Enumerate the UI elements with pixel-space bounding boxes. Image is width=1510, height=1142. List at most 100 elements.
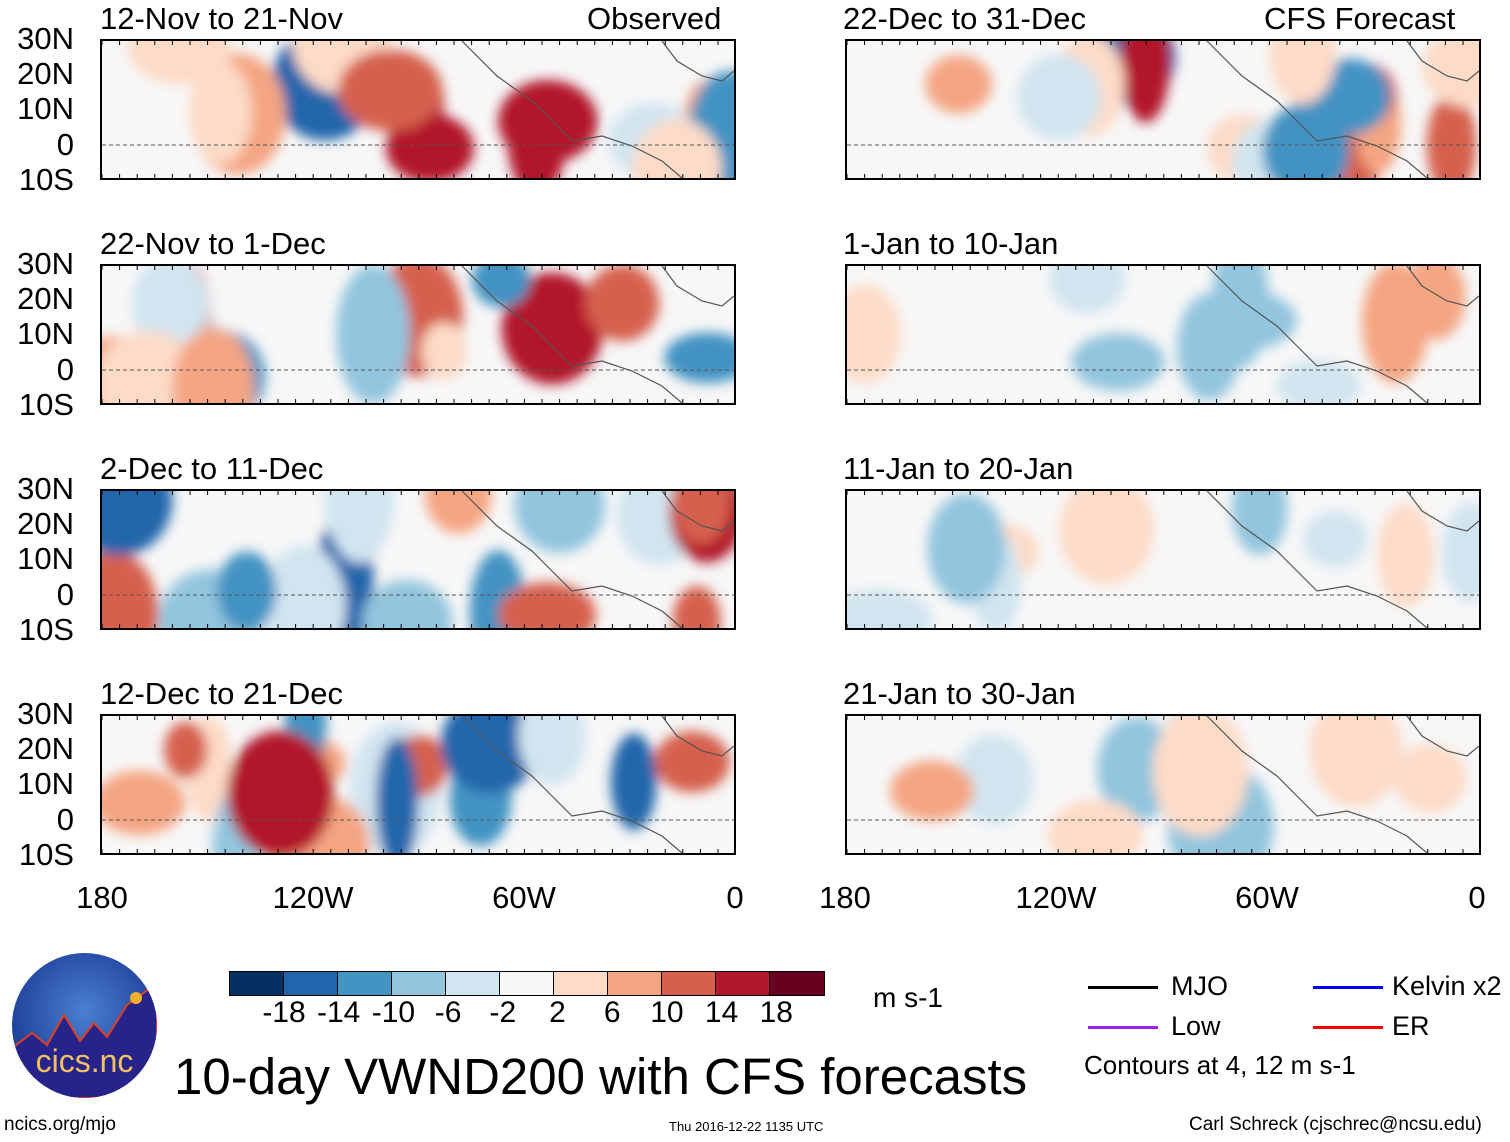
wind-anomaly-blob xyxy=(172,327,255,403)
lat-label: 10S xyxy=(18,836,74,872)
wind-anomaly-blob xyxy=(1071,333,1165,391)
coastline xyxy=(461,716,734,853)
wind-anomaly-blob xyxy=(361,579,453,628)
wind-anomaly-blob xyxy=(188,60,252,164)
panel-title: 12-Dec to 21-Dec xyxy=(100,676,343,711)
wind-anomaly-blob xyxy=(1059,491,1154,585)
lat-label: 20N xyxy=(17,506,74,542)
lat-label: 10S xyxy=(18,386,74,422)
wind-anomaly-blob xyxy=(925,55,992,114)
wind-anomaly-blob xyxy=(131,266,209,350)
lat-label: 0 xyxy=(56,801,74,837)
colorbar-swatch xyxy=(338,972,392,995)
footer-timestamp: Thu 2016-12-22 1135 UTC xyxy=(669,1119,824,1134)
lat-label: 10N xyxy=(17,316,74,352)
lat-label: 30N xyxy=(17,696,74,731)
colorbar-label: -18 xyxy=(262,996,306,1029)
wind-anomaly-blob xyxy=(654,731,731,793)
colorbar-label: -10 xyxy=(371,996,416,1029)
wind-anomaly-blob xyxy=(847,284,901,384)
lat-label: 10N xyxy=(17,766,74,802)
wind-anomaly-blob xyxy=(498,582,597,628)
cics-logo: cics.nc xyxy=(12,953,157,1098)
lat-label: 30N xyxy=(17,246,74,281)
colorbar-label: 14 xyxy=(704,996,739,1029)
colorbar-swatch xyxy=(284,972,338,995)
lon-label: 120W xyxy=(1015,880,1097,915)
colorbar-swatch xyxy=(392,972,446,995)
colorbar-swatch xyxy=(230,972,284,995)
coastline xyxy=(1206,266,1479,403)
wind-anomaly-blob xyxy=(664,332,734,383)
wind-anomaly-blob xyxy=(472,266,531,308)
legend-line-mjo xyxy=(1088,986,1158,989)
logo-text: cics.nc xyxy=(35,1043,134,1079)
map-panel xyxy=(100,39,736,180)
contour-note: Contours at 4, 12 m s-1 xyxy=(1084,1050,1356,1080)
colorbar xyxy=(229,971,825,996)
observed-label: Observed xyxy=(587,1,722,36)
footer-author: Carl Schreck (cjschrec@ncsu.edu) xyxy=(1189,1114,1482,1135)
lon-label: 0 xyxy=(1468,880,1486,915)
coastline xyxy=(1206,491,1479,628)
colorbar-label: -14 xyxy=(317,996,361,1029)
wind-anomaly-blob xyxy=(1047,799,1144,853)
legend-line-kelvin xyxy=(1313,986,1383,989)
colorbar-swatch xyxy=(446,972,500,995)
coastline xyxy=(1206,41,1479,178)
panel-title: 21-Jan to 30-Jan xyxy=(843,676,1076,711)
footer-url[interactable]: ncics.org/mjo xyxy=(4,1114,116,1135)
lat-label: 0 xyxy=(56,126,74,162)
wind-anomaly-blob xyxy=(847,589,933,628)
wind-anomaly-blob xyxy=(672,586,721,628)
map-panel xyxy=(100,489,736,630)
units-label: m s-1 xyxy=(873,982,943,1013)
map-panel xyxy=(845,489,1481,630)
wind-anomaly-blob xyxy=(1309,716,1403,808)
colorbar-swatch xyxy=(500,972,554,995)
wind-anomaly-blob xyxy=(890,760,975,821)
colorbar-swatch xyxy=(608,972,662,995)
map-panel xyxy=(845,714,1481,855)
wind-anomaly-blob xyxy=(514,491,606,553)
wind-anomaly-blob xyxy=(127,41,232,85)
wind-anomaly-blob xyxy=(632,119,722,178)
wind-anomaly-blob xyxy=(102,550,159,628)
wind-anomaly-blob xyxy=(262,544,346,628)
wind-anomaly-blob xyxy=(1303,510,1368,568)
lat-label: 10S xyxy=(18,611,74,647)
colorbar-swatch xyxy=(662,972,716,995)
colorbar-label: -2 xyxy=(489,996,517,1029)
colorbar-label: -6 xyxy=(434,996,462,1029)
wind-anomaly-blob xyxy=(507,81,566,178)
legend-label: Low xyxy=(1171,1011,1221,1041)
legend-label: Kelvin x2 xyxy=(1392,971,1502,1001)
coastline xyxy=(461,41,734,178)
wind-anomaly-blob xyxy=(425,491,492,534)
lon-label: 180 xyxy=(819,880,871,915)
wind-anomaly-blob xyxy=(1394,743,1467,813)
wind-anomaly-blob xyxy=(164,721,208,779)
wind-anomaly-blob xyxy=(1275,359,1362,403)
lon-label: 60W xyxy=(1235,880,1299,915)
lat-label: 10N xyxy=(17,541,74,577)
panel-title: 12-Nov to 21-Nov xyxy=(100,1,343,36)
colorbar-swatch xyxy=(554,972,608,995)
colorbar-label: 18 xyxy=(759,996,793,1029)
wind-anomaly-blob xyxy=(501,272,603,385)
wind-anomaly-blob xyxy=(518,716,586,786)
coastline xyxy=(461,266,734,403)
wind-anomaly-blob xyxy=(324,491,395,563)
wind-anomaly-blob xyxy=(375,737,419,853)
wind-anomaly-blob xyxy=(1421,41,1479,108)
wind-anomaly-blob xyxy=(1152,716,1249,837)
wind-anomaly-blob xyxy=(217,551,277,628)
legend-label: MJO xyxy=(1171,971,1228,1001)
map-panel xyxy=(845,264,1481,405)
wind-anomaly-blob xyxy=(1441,502,1479,602)
map-panel xyxy=(100,714,736,855)
coastline xyxy=(461,491,734,628)
lat-label: 30N xyxy=(17,471,74,506)
wind-anomaly-blob xyxy=(1120,41,1171,123)
colorbar-swatch xyxy=(770,972,824,995)
